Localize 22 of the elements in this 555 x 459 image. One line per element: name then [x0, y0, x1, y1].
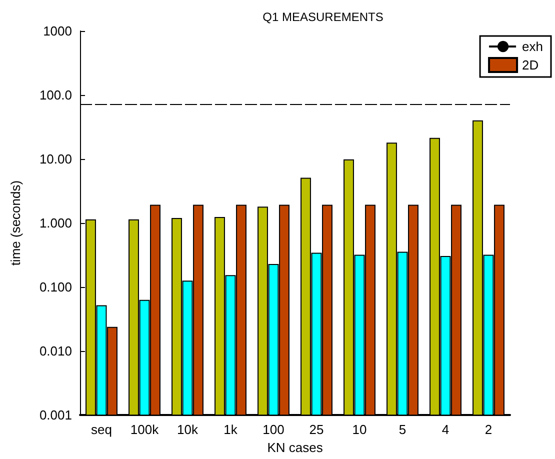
x-tick-label: 100 — [262, 422, 284, 438]
x-tick-label: seq — [91, 422, 112, 438]
x-tick-label: 10 — [352, 422, 367, 438]
y-tick-label: 0.001 — [39, 408, 72, 423]
y-tick-label: 1000 — [43, 24, 72, 38]
x-tick-label: 1k — [224, 422, 238, 438]
x-tick-label: 2 — [484, 422, 492, 438]
y-tick-label: 100.0 — [39, 88, 72, 103]
legend-label: 2D — [522, 58, 539, 72]
chart-title: Q1 MEASUREMENTS — [262, 10, 384, 24]
legend-label: exh — [522, 39, 544, 54]
y-tick-label: 0.010 — [39, 344, 72, 359]
x-axis-title: KN cases — [267, 440, 324, 455]
x-tick-label: 10k — [177, 422, 198, 438]
y-tick-label: 10.00 — [39, 152, 72, 167]
y-tick-label: 0.100 — [39, 280, 72, 295]
x-tick-label: 4 — [442, 422, 450, 438]
y-tick-label: 1.000 — [39, 216, 72, 231]
y-axis-title: time (seconds) — [8, 180, 23, 266]
x-tick-label: 25 — [309, 422, 324, 438]
x-tick-label: 100k — [130, 422, 160, 438]
x-tick-label: 5 — [398, 422, 406, 438]
